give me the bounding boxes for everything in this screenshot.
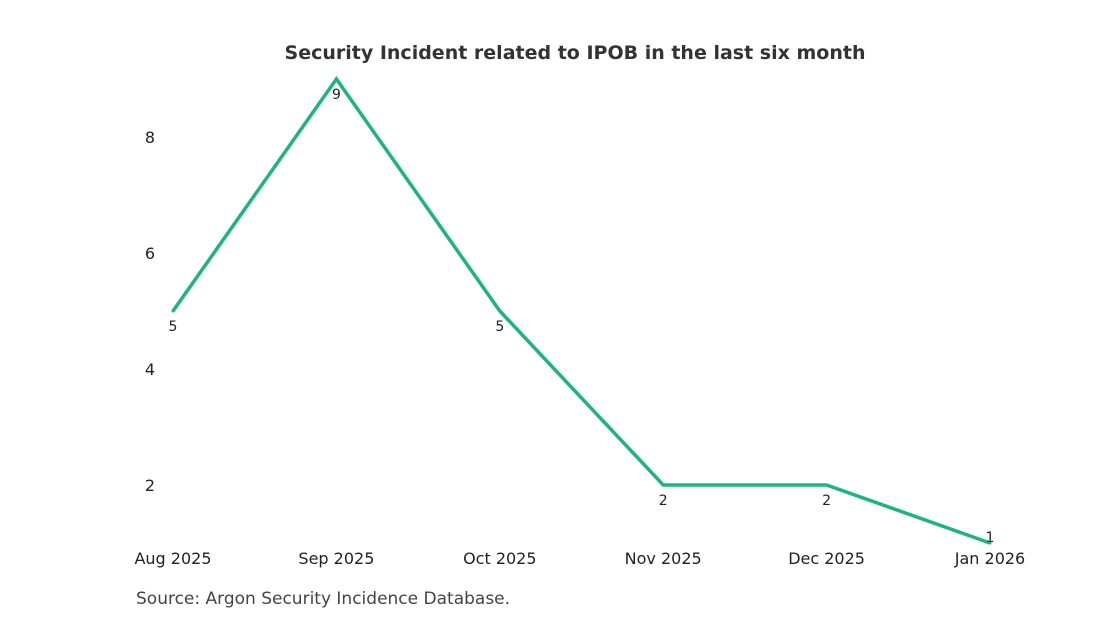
x-tick-label: Sep 2025 [298,549,374,568]
y-tick-label: 8 [145,128,155,147]
data-label: 2 [822,493,831,509]
series-line [171,75,991,545]
data-label: 5 [495,319,504,335]
data-label: 1 [986,530,995,546]
data-point [661,483,665,487]
y-tick-label: 6 [145,244,155,263]
chart-title: Security Incident related to IPOB in the… [285,42,866,64]
x-tick-label: Oct 2025 [463,549,536,568]
x-tick-label: Jan 2026 [954,549,1025,568]
data-label: 2 [659,493,668,509]
source-note: Source: Argon Security Incidence Databas… [136,589,511,609]
x-tick-label: Nov 2025 [625,549,702,568]
x-tick-label: Aug 2025 [134,549,211,568]
x-axis: Aug 2025 Sep 2025 Oct 2025 Nov 2025 Dec 2025… [134,549,1025,568]
series-group [171,75,992,545]
data-point [498,309,502,313]
data-point [988,541,992,545]
data-point [825,483,829,487]
data-point [171,309,175,313]
y-tick-label: 4 [145,360,155,379]
data-point [334,77,338,81]
data-label: 5 [169,319,178,335]
data-label: 9 [332,87,341,103]
data-labels: 5 9 5 2 2 1 [169,87,995,546]
x-tick-label: Dec 2025 [788,549,865,568]
y-axis: 2 4 6 8 [145,128,155,495]
y-tick-label: 2 [145,476,155,495]
